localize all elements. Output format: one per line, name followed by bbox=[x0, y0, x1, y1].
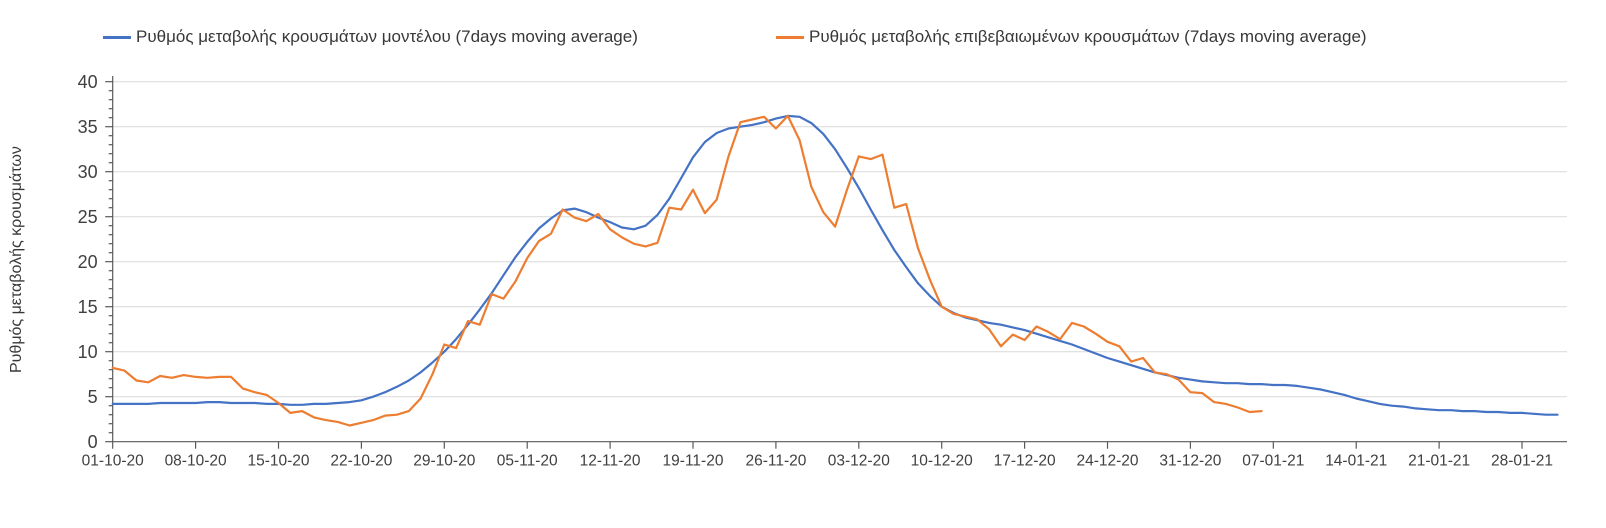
x-tick-label: 08-10-20 bbox=[165, 453, 227, 470]
x-tick-label: 17-12-20 bbox=[994, 453, 1056, 470]
x-tick-label: 26-11-20 bbox=[745, 453, 806, 470]
axes bbox=[112, 76, 1567, 443]
legend: Ρυθμός μεταβολής κρουσμάτων μοντέλου (7d… bbox=[0, 0, 1606, 60]
y-tick-label: 15 bbox=[78, 297, 98, 317]
legend-label-model: Ρυθμός μεταβολής κρουσμάτων μοντέλου (7d… bbox=[136, 27, 638, 46]
x-tick-label: 01-10-20 bbox=[82, 453, 144, 470]
y-tick-label: 5 bbox=[88, 387, 98, 407]
series-lines bbox=[111, 114, 1559, 427]
series-line-model bbox=[111, 114, 1559, 416]
legend-line-swatch-confirmed bbox=[776, 35, 804, 39]
y-axis-ticks: 0 5 10 15 20 25 30 35 40 bbox=[78, 72, 113, 452]
y-tick-label: 20 bbox=[78, 252, 98, 272]
x-tick-label: 24-12-20 bbox=[1076, 453, 1138, 470]
series-line-confirmed bbox=[111, 114, 1263, 427]
x-tick-label: 12-11-20 bbox=[580, 453, 641, 470]
y-tick-label: 10 bbox=[78, 342, 98, 362]
x-tick-label: 29-10-20 bbox=[413, 453, 475, 470]
y-gridlines bbox=[112, 81, 1567, 398]
x-tick-label: 15-10-20 bbox=[247, 453, 309, 470]
legend-item-model: Ρυθμός μεταβολής κρουσμάτων μοντέλου (7d… bbox=[103, 26, 638, 48]
x-tick-label: 19-11-20 bbox=[663, 453, 724, 470]
x-tick-label: 07-01-21 bbox=[1242, 453, 1304, 470]
x-tick-label: 21-01-21 bbox=[1408, 453, 1470, 470]
y-tick-label: 25 bbox=[78, 207, 98, 227]
x-tick-label: 28-01-21 bbox=[1491, 453, 1553, 470]
x-tick-label: 05-11-20 bbox=[497, 453, 558, 470]
y-tick-label: 35 bbox=[78, 117, 98, 137]
legend-label-confirmed: Ρυθμός μεταβολής επιβεβαιωμένων κρουσμάτ… bbox=[809, 27, 1367, 46]
y-tick-label: 40 bbox=[78, 72, 98, 92]
x-tick-label: 31-12-20 bbox=[1159, 453, 1221, 470]
x-tick-label: 14-01-21 bbox=[1325, 453, 1387, 470]
legend-line-swatch-model bbox=[103, 35, 131, 39]
legend-item-confirmed: Ρυθμός μεταβολής επιβεβαιωμένων κρουσμάτ… bbox=[776, 26, 1367, 48]
x-tick-label: 22-10-20 bbox=[330, 453, 392, 470]
x-axis-ticks: 01-10-20 08-10-20 15-10-20 22-10-20 29-10-20… bbox=[82, 441, 1553, 470]
y-tick-label: 30 bbox=[78, 162, 98, 182]
y-tick-label: 0 bbox=[88, 432, 98, 452]
x-tick-label: 10-12-20 bbox=[911, 453, 973, 470]
x-tick-label: 03-12-20 bbox=[828, 453, 890, 470]
